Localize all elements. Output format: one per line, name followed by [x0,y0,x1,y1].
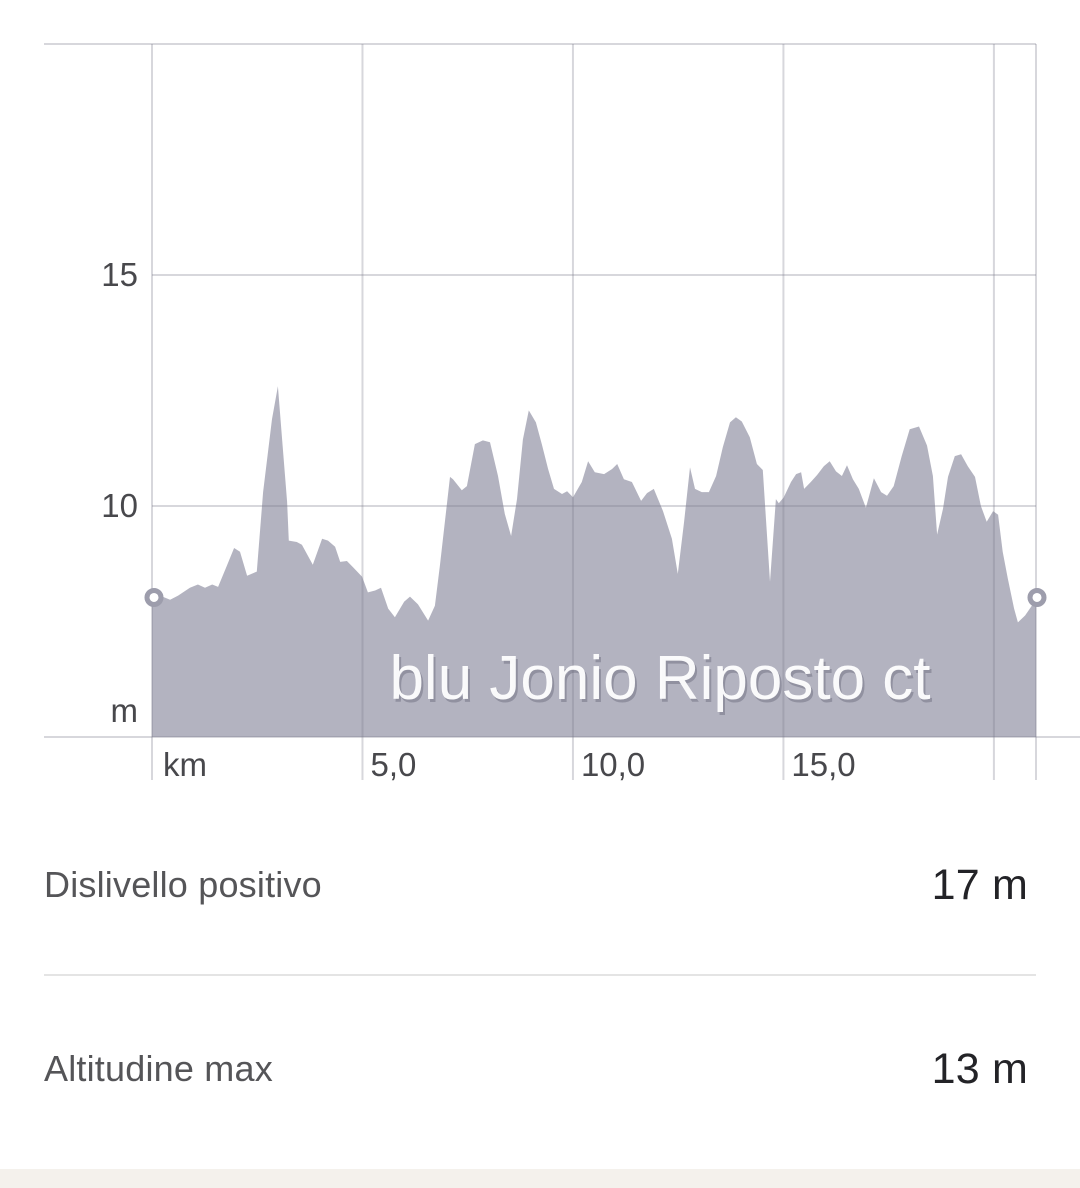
route-end-marker [1027,587,1047,607]
stat-row-elevation-gain[interactable]: Dislivello positivo 17 m [44,840,1028,930]
x-axis-tick-label: 10,0 [581,746,645,783]
elevation-gain-label: Dislivello positivo [44,864,322,905]
route-start-marker [144,587,164,607]
x-axis-tick-label: 5,0 [370,746,416,783]
x-axis-unit-label: km [163,746,207,783]
max-altitude-value: 13 m [931,1044,1028,1093]
stat-row-max-altitude[interactable]: Altitudine max 13 m [44,1024,1028,1114]
next-section-edge [0,1169,1080,1188]
watermark-shadow: blu Jonio Riposto ct [391,647,932,716]
elevation-area [152,386,1036,737]
stats-divider [44,974,1036,976]
x-axis-tick-label: 15,0 [791,746,855,783]
y-axis-tick-label: 10 [101,487,138,524]
route-name-watermark: blu Jonio Riposto ct [389,644,930,713]
y-axis-unit-label: m [111,692,139,729]
y-axis-tick-label: 15 [101,256,138,293]
max-altitude-label: Altitudine max [44,1048,273,1089]
elevation-gain-value: 17 m [931,860,1028,909]
